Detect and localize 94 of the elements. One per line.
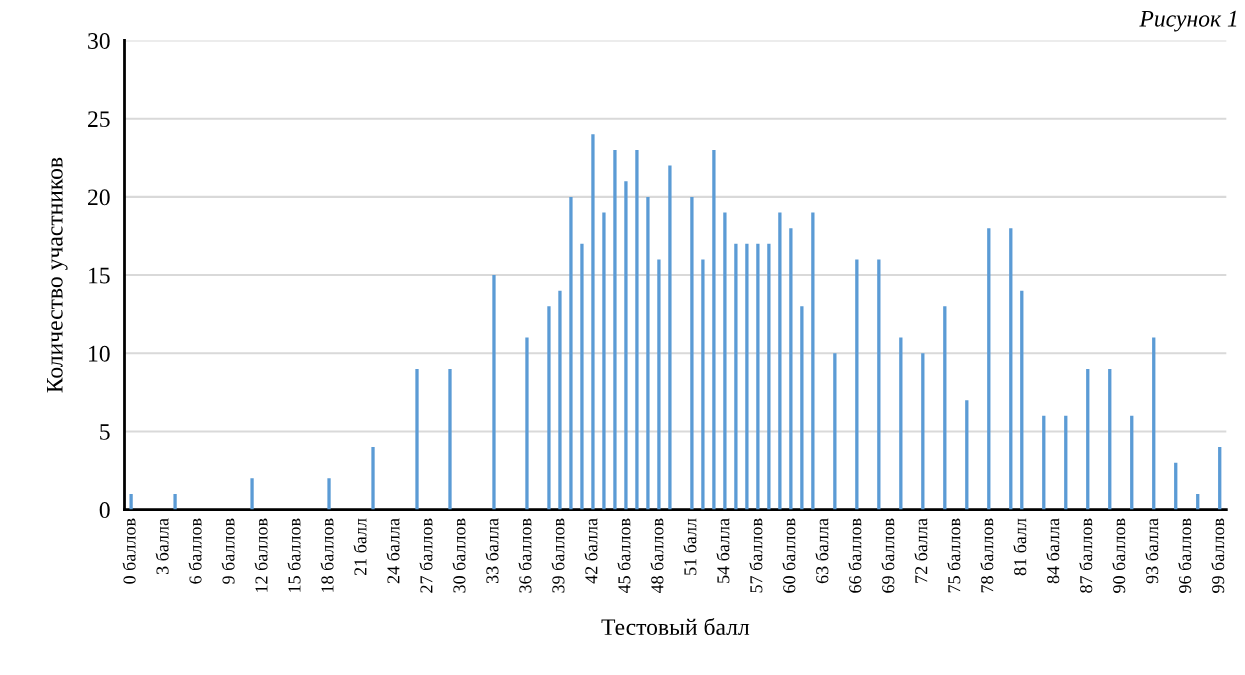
y-tick-label: 0 <box>99 502 110 519</box>
x-tick-label: 99 баллов <box>1211 518 1225 593</box>
bar <box>712 149 716 510</box>
bar <box>646 196 650 510</box>
bar <box>415 368 419 510</box>
y-tick-label: 5 <box>100 424 110 440</box>
y-tick-label: 25 <box>88 111 110 128</box>
x-tick-label: 93 балла <box>1145 518 1159 584</box>
x-tick-label: 9 баллов <box>221 518 235 584</box>
bar <box>1086 368 1090 510</box>
bar <box>833 353 837 510</box>
bar <box>789 228 793 510</box>
x-tick-label: 21 балл <box>353 518 367 576</box>
x-tick-label: 51 балл <box>683 518 697 575</box>
bar <box>767 243 771 510</box>
x-tick-label: 60 баллов <box>782 518 796 593</box>
x-tick-label: 81 балл <box>1013 518 1027 576</box>
x-tick-label: 27 баллов <box>419 518 433 593</box>
x-tick-label: 18 баллов <box>320 518 334 592</box>
x-tick-label: 54 балла <box>716 518 730 583</box>
bar <box>1042 415 1046 510</box>
bar <box>327 478 331 510</box>
bar <box>877 259 881 510</box>
bar <box>657 259 661 510</box>
x-axis-title: Тестовый балл <box>601 617 750 636</box>
y-tick-label: 10 <box>89 345 110 362</box>
bar <box>580 243 584 510</box>
x-tick-label: 96 баллов <box>1178 518 1192 593</box>
bar <box>613 149 617 510</box>
bar <box>745 243 749 510</box>
bar <box>1108 368 1112 510</box>
x-tick-label: 12 баллов <box>254 518 268 592</box>
bar <box>1009 228 1013 510</box>
x-tick-label: 6 баллов <box>188 518 202 584</box>
x-tick-label: 75 баллов <box>947 518 961 593</box>
x-tick-label: 63 балла <box>815 518 829 584</box>
x-tick-label: 3 балла <box>155 518 169 575</box>
x-tick-label: 69 баллов <box>881 518 895 593</box>
x-tick-label: 0 баллов <box>122 518 136 584</box>
x-tick-label: 90 баллов <box>1112 518 1126 593</box>
bar <box>855 259 859 510</box>
bar <box>602 212 606 510</box>
x-tick-label: 48 баллов <box>650 518 664 594</box>
x-tick-label: 45 баллов <box>617 518 631 594</box>
bar <box>690 196 694 510</box>
y-tick-label: 15 <box>89 267 110 284</box>
x-tick-label: 15 баллов <box>287 518 301 592</box>
bar <box>921 353 925 510</box>
x-tick-label: 30 баллов <box>452 518 466 593</box>
bar <box>250 478 254 510</box>
bar <box>492 275 496 510</box>
x-tick-label: 66 баллов <box>848 518 862 593</box>
bar <box>965 400 969 510</box>
bar <box>723 212 727 510</box>
bar <box>448 368 452 510</box>
bar <box>129 493 133 510</box>
bar <box>701 259 705 510</box>
bar <box>668 165 672 510</box>
bar <box>547 306 551 510</box>
bar <box>635 149 639 510</box>
bar <box>1130 415 1134 510</box>
x-tick-label: 24 балла <box>386 518 400 584</box>
bar <box>1218 447 1222 510</box>
x-tick-label: 84 балла <box>1046 518 1060 584</box>
bar <box>987 228 991 510</box>
y-tick-label: 30 <box>88 32 110 49</box>
bar <box>173 493 177 510</box>
x-tick-label: 42 балла <box>584 518 598 584</box>
text: Рисунок 1 <box>1139 10 1237 32</box>
bar <box>569 196 573 510</box>
bar <box>778 212 782 510</box>
bar <box>591 134 595 510</box>
bar <box>756 243 760 510</box>
x-tick-label: 87 баллов <box>1079 518 1093 593</box>
y-tick-label: 20 <box>88 189 110 206</box>
bar <box>943 306 947 510</box>
x-tick-label: 36 баллов <box>518 518 532 593</box>
x-tick-label: 78 баллов <box>980 518 994 593</box>
bar <box>525 337 529 510</box>
bar <box>371 447 375 510</box>
bar <box>1152 337 1156 510</box>
bar <box>734 243 738 510</box>
bar <box>811 212 815 510</box>
y-axis-title: Количество участников <box>47 157 68 393</box>
bar <box>1020 290 1024 510</box>
x-tick-label: 57 баллов <box>749 518 763 593</box>
x-tick-label: 72 балла <box>914 518 928 583</box>
x-tick-label: 33 балла <box>485 518 499 584</box>
bar <box>624 181 628 510</box>
bar <box>800 306 804 510</box>
bar <box>899 337 903 510</box>
bar <box>1064 415 1068 510</box>
x-tick-label: 39 баллов <box>551 518 565 593</box>
bar <box>558 290 562 510</box>
